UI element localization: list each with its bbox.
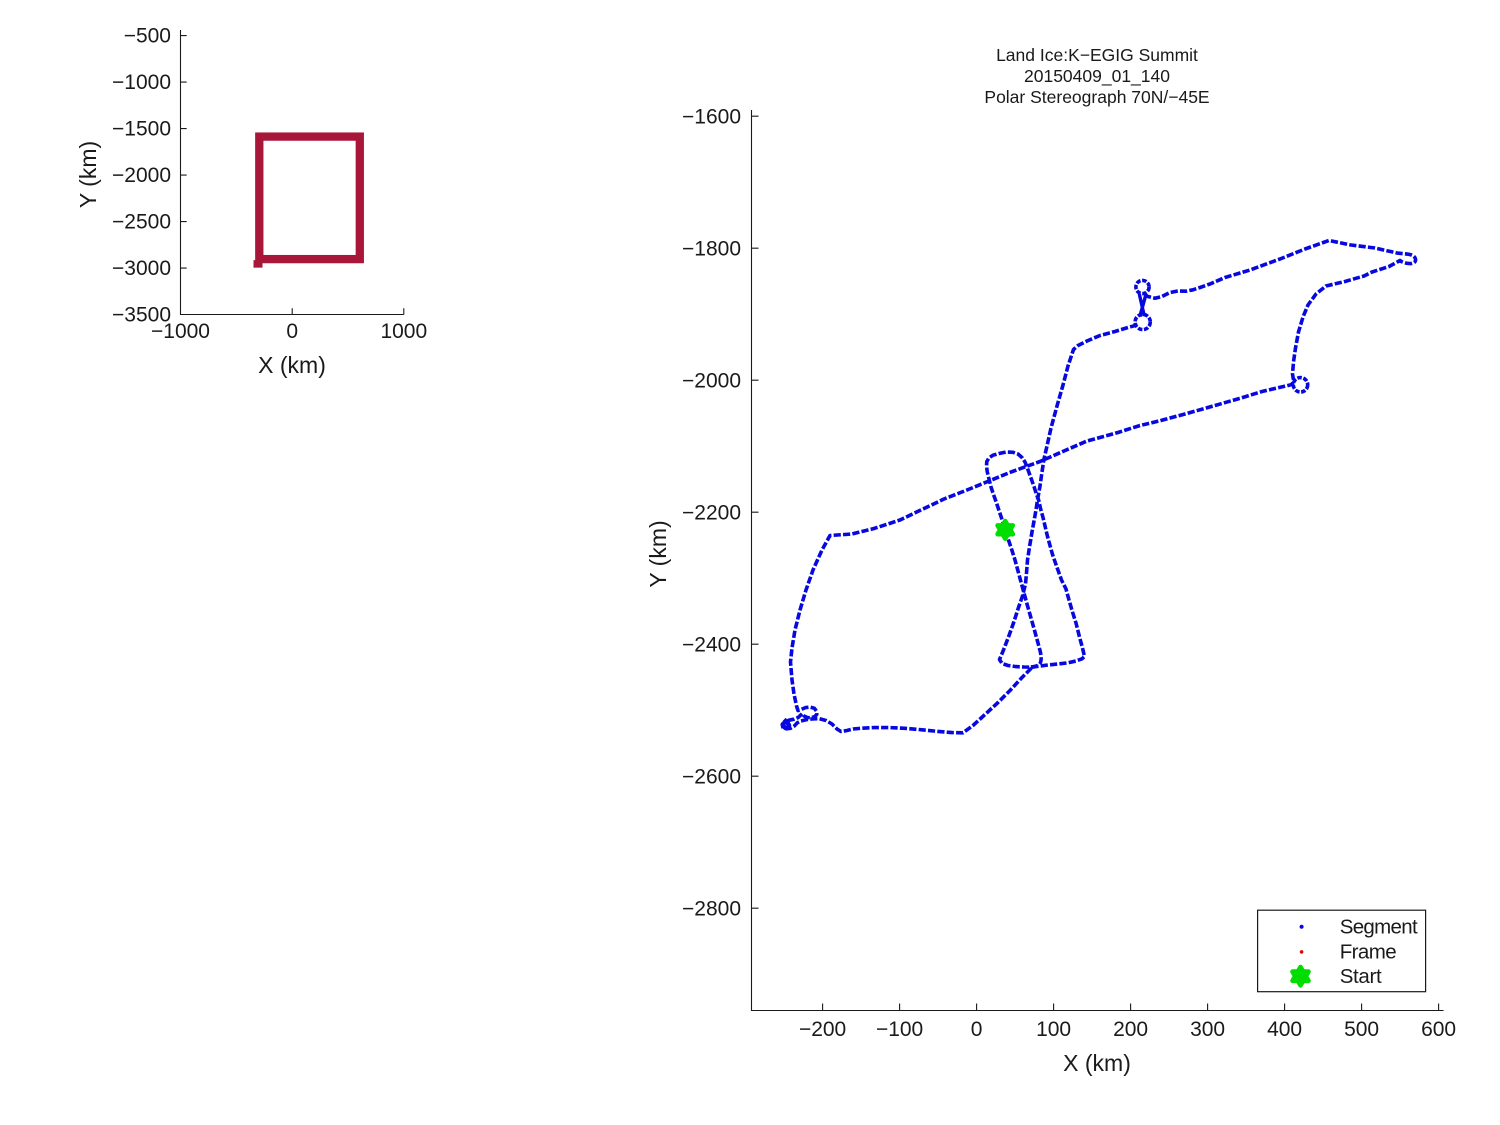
svg-text:−100: −100 [876,1018,923,1041]
svg-text:Polar Stereograph 70N/−45E: Polar Stereograph 70N/−45E [984,87,1209,107]
svg-text:−1500: −1500 [112,118,171,141]
svg-text:−2000: −2000 [682,370,741,393]
svg-text:400: 400 [1267,1018,1302,1041]
svg-text:−1600: −1600 [682,106,741,129]
svg-text:Y (km): Y (km) [645,520,671,587]
svg-text:−2000: −2000 [112,164,171,187]
svg-text:X (km): X (km) [1063,1050,1131,1076]
svg-text:Frame: Frame [1340,941,1397,964]
svg-text:−200: −200 [799,1018,846,1041]
svg-text:−500: −500 [124,25,171,48]
svg-text:−3000: −3000 [112,257,171,280]
svg-text:−2500: −2500 [112,211,171,234]
svg-text:X (km): X (km) [258,352,326,378]
svg-text:500: 500 [1344,1018,1379,1041]
svg-text:0: 0 [971,1018,983,1041]
svg-text:300: 300 [1190,1018,1225,1041]
svg-text:−1000: −1000 [151,320,210,343]
svg-text:20150409_01_140: 20150409_01_140 [1024,66,1170,87]
svg-text:Start: Start [1340,965,1382,988]
svg-text:100: 100 [1036,1018,1071,1041]
svg-text:−2800: −2800 [682,898,741,921]
svg-text:−2200: −2200 [682,502,741,525]
svg-text:−1800: −1800 [682,238,741,261]
svg-text:−3500: −3500 [112,304,171,327]
svg-text:−1000: −1000 [112,71,171,94]
svg-text:Segment: Segment [1340,916,1418,939]
svg-text:200: 200 [1113,1018,1148,1041]
svg-text:600: 600 [1421,1018,1456,1041]
svg-text:0: 0 [286,320,298,343]
svg-text:Y (km): Y (km) [75,141,101,208]
svg-text:−2600: −2600 [682,766,741,789]
svg-text:Land Ice:K−EGIG Summit: Land Ice:K−EGIG Summit [996,45,1198,65]
svg-text:−2400: −2400 [682,634,741,657]
svg-text:1000: 1000 [380,320,427,343]
